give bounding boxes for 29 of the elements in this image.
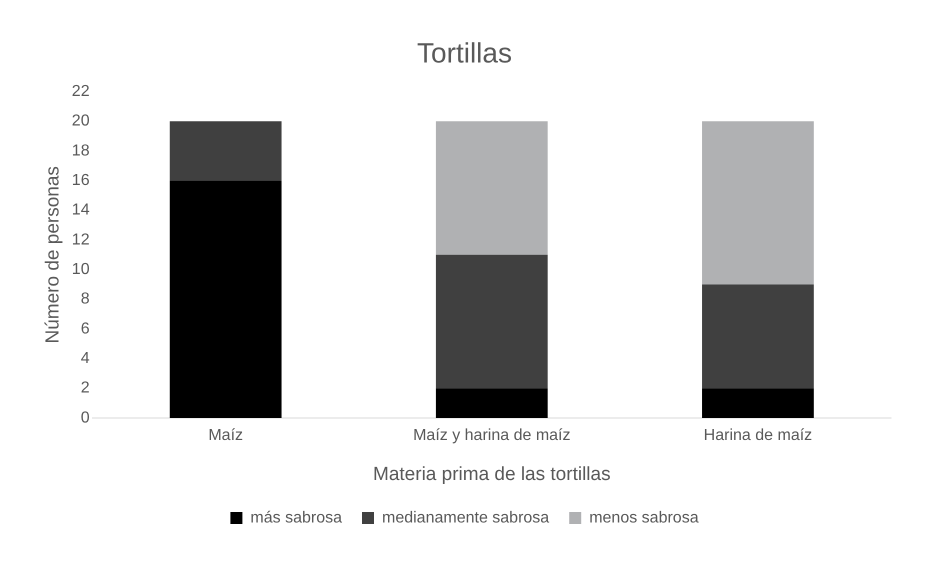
y-tick-label: 22: [72, 83, 90, 100]
bar: [702, 121, 814, 284]
y-tick-label: 8: [80, 290, 90, 308]
y-tick-label: 4: [80, 350, 90, 368]
chart-title: Tortillas: [417, 38, 512, 69]
bar: [702, 284, 814, 388]
y-axis-title: Número de personas: [42, 166, 64, 344]
y-tick-label: 10: [72, 261, 90, 278]
y-tick-label: 16: [72, 172, 90, 190]
x-tick-label: Maíz: [208, 427, 243, 444]
y-tick-label: 20: [72, 112, 90, 130]
y-tick-label: 12: [72, 231, 90, 248]
x-tick-label: Maíz y harina de maíz: [413, 427, 570, 444]
x-tick-label: Harina de maíz: [704, 427, 812, 444]
bar: [170, 180, 282, 418]
y-tick-label: 14: [72, 202, 90, 219]
bar: [436, 121, 548, 255]
legend-label: más sabrosa: [250, 509, 342, 526]
y-tick-label: 2: [80, 380, 90, 397]
x-axis-title: Materia prima de las tortillas: [373, 464, 611, 485]
y-tick-label: 0: [80, 409, 90, 426]
bar: [436, 388, 548, 418]
bar: [170, 121, 282, 181]
bar: [436, 254, 548, 388]
bar: [702, 388, 814, 418]
legend-label: menos sabrosa: [589, 509, 699, 526]
y-tick-label: 18: [72, 142, 90, 160]
legend-label: medianamente sabrosa: [382, 509, 550, 526]
y-tick-label: 6: [80, 320, 90, 338]
